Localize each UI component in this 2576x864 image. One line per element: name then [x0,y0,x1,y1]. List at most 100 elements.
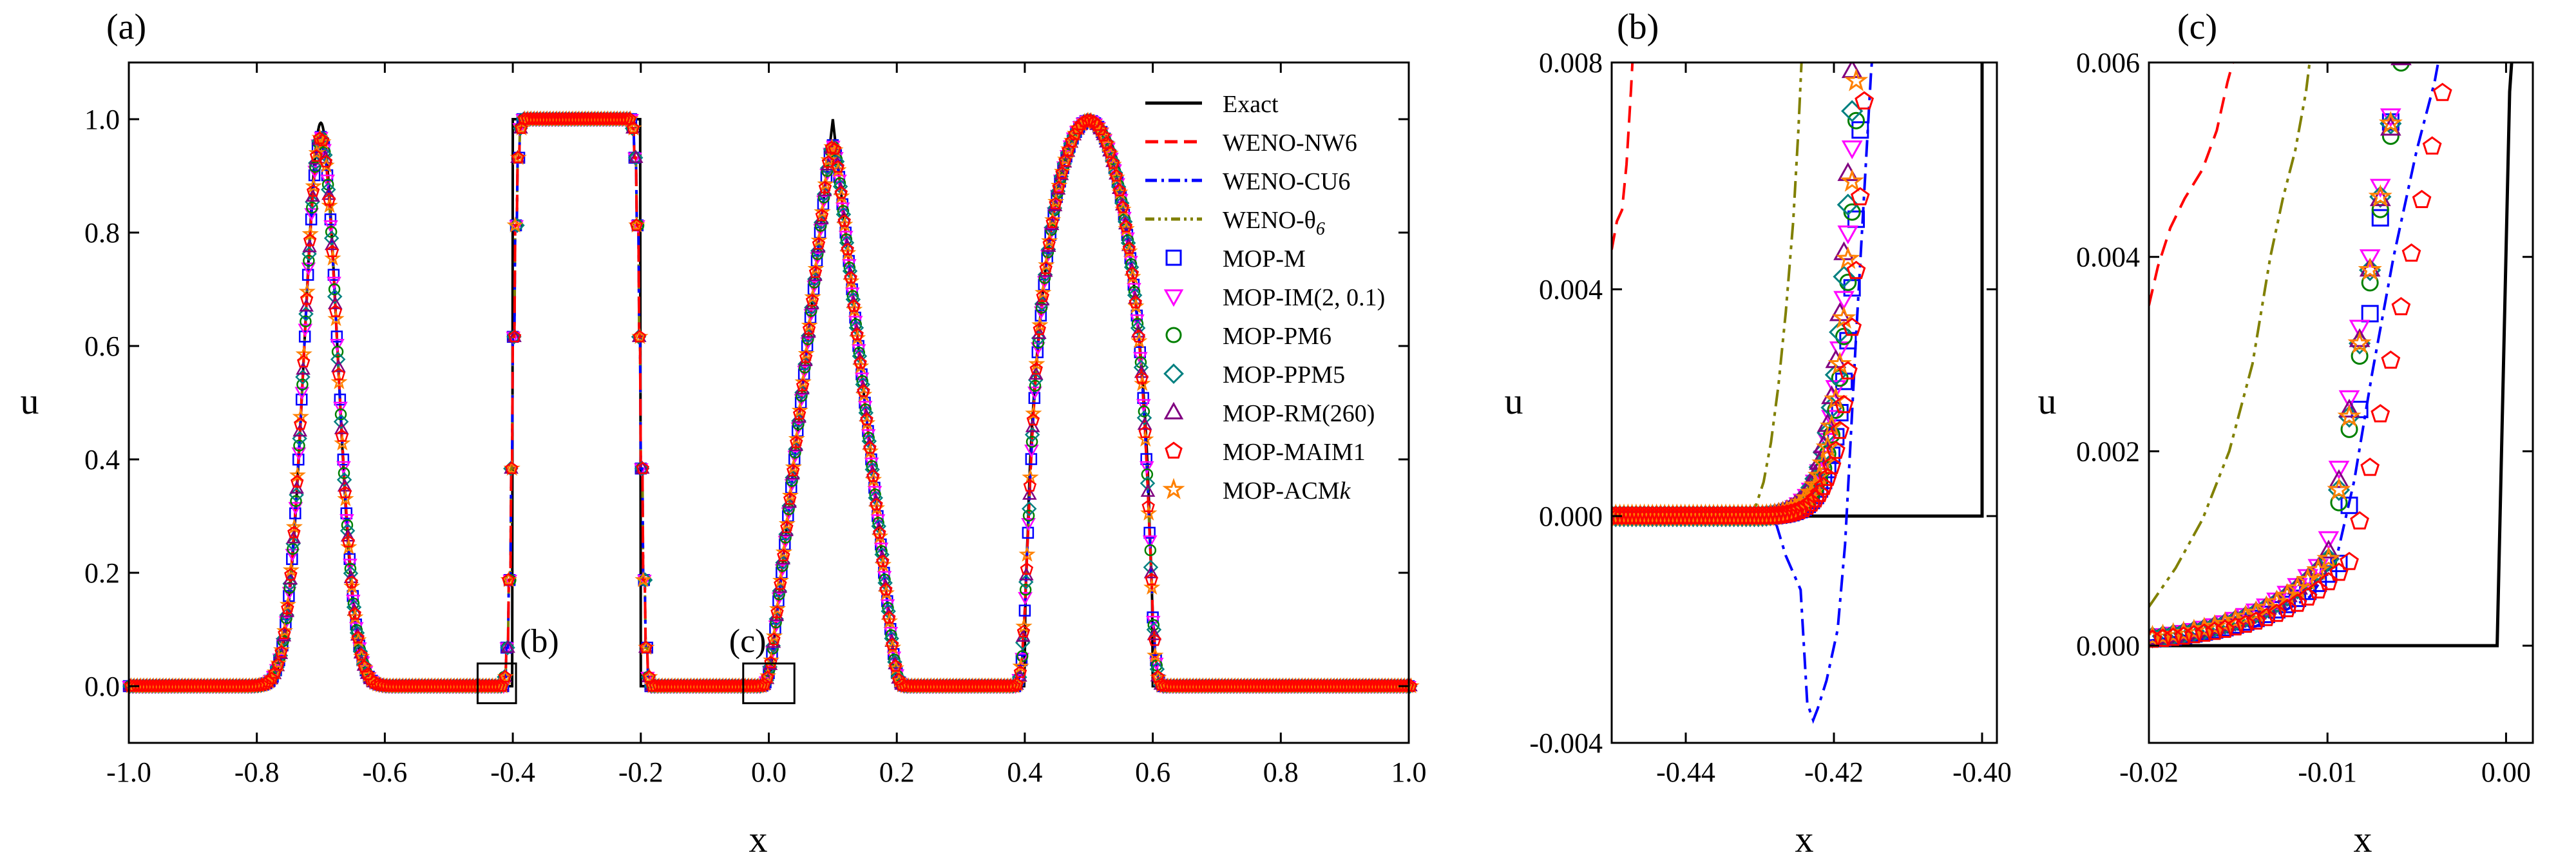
data-point [294,387,310,400]
legend-label: MOP-RM(260) [1223,400,1375,427]
data-point [323,220,338,234]
data-point [289,466,307,483]
data-point [835,202,850,216]
data-point [1134,365,1149,378]
data-point [323,231,339,246]
data-point [2184,625,2204,644]
data-point [790,435,803,448]
data-point [2368,184,2392,207]
data-point [291,475,304,488]
legend-label: MOP-PM6 [1223,323,1331,350]
data-point [2205,621,2224,640]
data-point [844,271,857,284]
data-point [2308,580,2328,599]
data-point [785,458,803,475]
legend-label: MOP-ACMk [1223,477,1351,504]
x-tick-label: 0.4 [1007,756,1042,788]
panel-a-xlabel: x [749,818,768,860]
data-point [1850,187,1870,206]
data-point [788,430,805,446]
x-tick-label: -0.40 [1952,756,2012,788]
data-point [341,535,355,548]
data-point [268,666,281,679]
data-point [766,648,778,660]
data-point [794,373,812,390]
data-point [1007,679,1021,692]
data-point [1136,399,1151,412]
data-point [1022,510,1035,522]
data-point [854,356,867,369]
data-point [500,640,515,655]
data-point [754,678,768,692]
data-point [1021,518,1036,532]
data-point [1010,677,1024,690]
data-point [2432,82,2452,101]
series-mop-ppm5-markers [2149,41,2410,649]
data-point [768,600,787,617]
data-point [857,401,873,414]
data-point [767,632,781,646]
data-point [804,288,821,305]
panel-b-xlabel: x [1795,818,1814,860]
data-point [303,254,315,267]
data-point [1404,679,1418,692]
data-point [775,543,793,560]
data-point [2149,624,2165,648]
data-point [340,507,353,519]
data-point [295,369,310,385]
data-point [851,344,866,358]
panel-a-annotations: (b) (c) [476,623,796,704]
legend-marker [1165,441,1183,459]
data-point [1141,499,1155,512]
data-point [2358,257,2382,281]
panel-c-plot-area [2149,41,2514,649]
panel-b: (b) u x -0.44 -0.42 -0.40 -0.004 0.000 0.004 0… [1505,7,2012,860]
legend-label: MOP-M [1223,245,1306,273]
data-point [765,627,783,644]
data-point [801,316,818,333]
data-point [1141,468,1154,481]
y-tick-label: 0.002 [2076,436,2140,467]
data-point [495,679,509,692]
data-point [1831,305,1856,329]
data-point [1119,219,1133,233]
data-point [498,670,512,683]
legend-entry: MOP-PM6 [1165,323,1331,350]
data-point [876,554,890,568]
x-tick-label: -0.4 [490,756,535,788]
weno-theta6-curve [2149,62,2311,608]
data-point [870,514,886,528]
data-point [301,225,319,242]
data-point [327,269,340,281]
weno-theta6-curve [129,118,1409,687]
data-point [1826,440,1846,459]
data-point [838,231,854,244]
data-point [334,393,347,406]
y-tick-label: -0.004 [1529,727,1603,759]
data-point [1018,591,1033,606]
data-point [1055,166,1069,179]
data-point [1041,232,1058,249]
data-point [780,520,794,533]
data-point [774,577,787,590]
data-point [815,208,829,222]
data-point [2361,305,2379,323]
data-point [821,165,834,177]
data-point [2391,41,2410,60]
data-point [1036,289,1049,302]
data-point [814,203,831,220]
data-point [2371,209,2389,227]
data-point [764,655,778,669]
data-point [324,213,337,226]
data-point [772,571,790,588]
data-point [281,601,294,614]
data-point [2412,189,2432,208]
data-point [1833,291,1855,310]
x-tick-label: -0.2 [618,756,663,788]
data-point [506,216,524,233]
data-point [501,640,515,653]
data-point [330,359,346,372]
panel-a: (a) u x -1.0 -0.8 -0.6 -0.4 -0.2 0.0 0.2 0.4 0.6… [21,7,1427,860]
data-point [812,236,826,250]
data-point [1038,256,1055,273]
